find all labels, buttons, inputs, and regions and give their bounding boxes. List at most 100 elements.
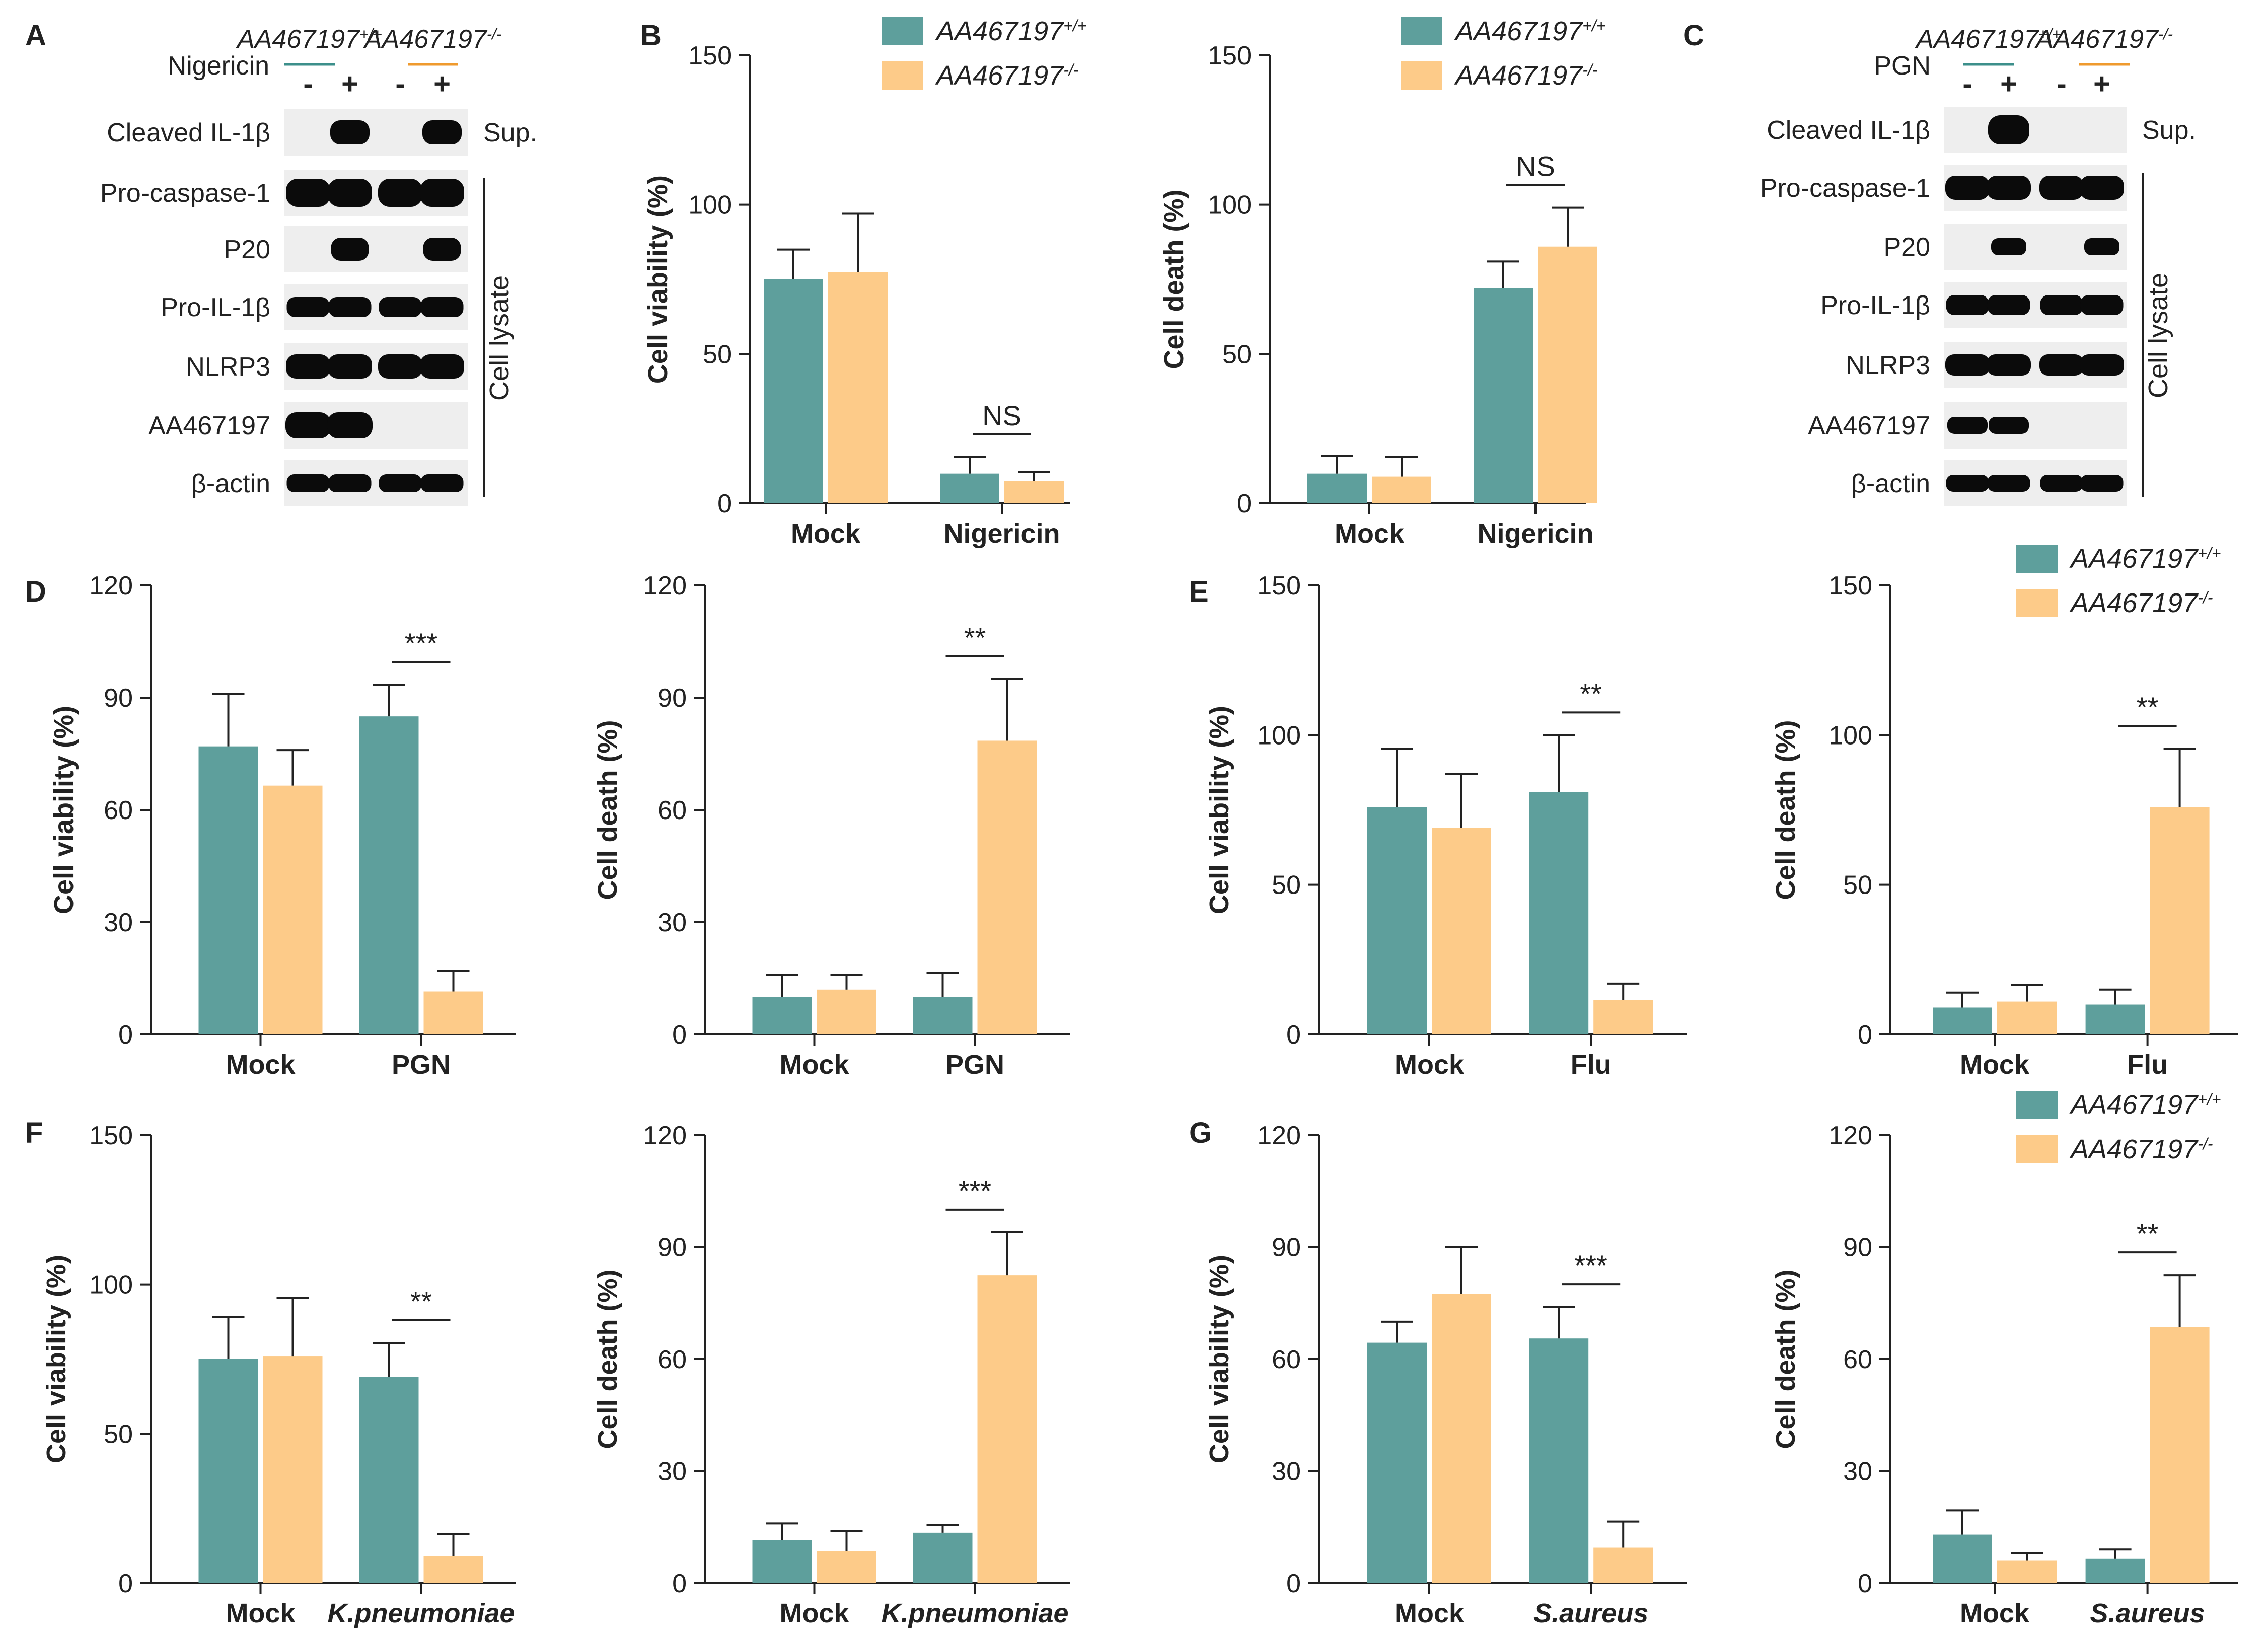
bar xyxy=(423,1556,483,1583)
legend-swatch xyxy=(1401,61,1442,90)
y-tick-label: 150 xyxy=(89,1121,133,1150)
x-tick-label: Mock xyxy=(791,518,861,549)
bar xyxy=(828,272,888,503)
blot-band xyxy=(331,238,369,261)
significance-label: *** xyxy=(959,1175,991,1207)
blot-band xyxy=(420,297,464,317)
x-tick-label: S.aureus xyxy=(2090,1598,2205,1628)
treatment-sign: - xyxy=(1962,67,1972,100)
legend-label: AA467197+/+ xyxy=(935,16,1087,46)
y-tick-label: 90 xyxy=(1272,1233,1301,1262)
blot-band xyxy=(286,179,330,207)
y-tick-label: 0 xyxy=(1858,1020,1872,1050)
y-tick-label: 100 xyxy=(1208,191,1252,220)
bar xyxy=(1593,1547,1653,1583)
blot-band xyxy=(2040,475,2083,492)
legend: AA467197+/+ AA467197-/- xyxy=(2016,544,2221,618)
panel-letter-f: F xyxy=(25,1117,43,1149)
blot-band xyxy=(285,412,331,438)
y-axis-label: Cell viability (%) xyxy=(41,1255,71,1463)
blot-band xyxy=(1991,238,2026,255)
panel-letter-a: A xyxy=(25,19,46,52)
bar xyxy=(2085,1004,2145,1034)
blot-band xyxy=(378,179,422,207)
x-tick-label: Mock xyxy=(1395,1598,1465,1628)
chart-b-left: 0 50 100 150 Cell viability (%) Mock Nigericin… xyxy=(643,16,1087,549)
x-tick-label: Mock xyxy=(1960,1598,2030,1628)
y-tick-label: 0 xyxy=(1237,489,1252,518)
legend-swatch xyxy=(882,17,923,45)
chart-d-left: 0 30 60 90 120 Cell viability (%) Mock PGN *** xyxy=(49,571,516,1080)
bar xyxy=(1997,1560,2057,1583)
y-tick-label: 90 xyxy=(657,1233,687,1262)
bar xyxy=(2150,1327,2210,1583)
blot-band xyxy=(420,474,464,492)
y-tick-label: 30 xyxy=(1272,1457,1301,1486)
legend-swatch xyxy=(1401,17,1442,45)
blot-band xyxy=(1945,176,1990,200)
bar xyxy=(359,716,419,1034)
y-axis-label: Cell viability (%) xyxy=(1204,1255,1234,1463)
blot-band xyxy=(1946,295,1989,315)
lysate-label: Cell lysate xyxy=(484,275,515,401)
blot-band xyxy=(330,120,370,144)
blot-row-label: Pro-IL-1β xyxy=(1820,291,1930,320)
bar xyxy=(1529,792,1589,1034)
y-tick-label: 60 xyxy=(657,1345,687,1374)
legend-swatch xyxy=(2016,1091,2058,1119)
bar xyxy=(1432,1294,1491,1583)
significance-label: ** xyxy=(2137,1218,2159,1249)
blot-row-label: Cleaved IL-1β xyxy=(107,118,270,147)
blot-band xyxy=(379,297,422,317)
genotype-ko-label: AA467197-/- xyxy=(2034,25,2173,54)
bar xyxy=(1538,246,1597,503)
treatment-sign: - xyxy=(395,67,405,100)
blot-band xyxy=(328,354,372,379)
blot-band xyxy=(1987,475,2030,492)
significance-label: ** xyxy=(2137,691,2159,723)
x-tick-label: Nigericin xyxy=(1477,518,1593,549)
bar xyxy=(1997,1001,2057,1034)
y-tick-label: 120 xyxy=(643,1121,687,1150)
blot-band xyxy=(1945,354,1990,376)
chart-e-left: 0 50 100 150 Cell viability (%) Mock Flu ** xyxy=(1204,571,1687,1080)
bar xyxy=(1367,1342,1427,1583)
significance-label: *** xyxy=(405,627,437,659)
blot-band xyxy=(286,474,330,492)
bar xyxy=(1933,1007,1992,1034)
blot-row-label: AA467197 xyxy=(1808,411,1930,440)
x-tick-label: Mock xyxy=(1335,518,1405,549)
y-tick-label: 0 xyxy=(672,1020,687,1050)
blot-row-label: Cleaved IL-1β xyxy=(1767,116,1930,145)
legend-label: AA467197-/- xyxy=(1454,60,1597,91)
y-tick-label: 100 xyxy=(688,191,732,220)
y-axis-label: Cell death (%) xyxy=(1159,189,1189,369)
panel-letter-d: D xyxy=(25,575,46,608)
blot-band xyxy=(286,354,330,379)
y-tick-label: 50 xyxy=(1272,871,1301,900)
panel-letter-e: E xyxy=(1189,575,1209,608)
y-tick-label: 30 xyxy=(104,908,133,937)
blot-band xyxy=(1987,176,2031,200)
blot-band xyxy=(1989,417,2029,434)
bar xyxy=(913,1532,973,1583)
blot-row-label: β-actin xyxy=(1851,469,1930,498)
blot-row-label: AA467197 xyxy=(148,411,270,440)
bar xyxy=(2085,1558,2145,1583)
y-tick-label: 50 xyxy=(1843,871,1872,900)
significance-label: NS xyxy=(982,400,1021,431)
western-blot-panel-a: AA467197+/+AA467197-/-Nigericin- + - +Cleav… xyxy=(100,25,537,506)
bar xyxy=(1933,1534,1992,1583)
y-tick-label: 0 xyxy=(118,1569,133,1598)
y-axis-label: Cell death (%) xyxy=(593,720,623,900)
blot-band xyxy=(2080,475,2124,492)
y-tick-label: 120 xyxy=(1257,1121,1301,1150)
legend-swatch xyxy=(882,61,923,90)
y-tick-label: 90 xyxy=(104,684,133,713)
bar xyxy=(1432,828,1491,1034)
significance-label: *** xyxy=(1575,1249,1607,1281)
x-tick-label: Mock xyxy=(226,1598,296,1628)
chart-e-right: 0 50 100 150 Cell death (%) Mock Flu ** AA467197… xyxy=(1771,544,2238,1080)
legend: AA467197+/+ AA467197-/- xyxy=(2016,1090,2221,1164)
y-tick-label: 90 xyxy=(657,684,687,713)
